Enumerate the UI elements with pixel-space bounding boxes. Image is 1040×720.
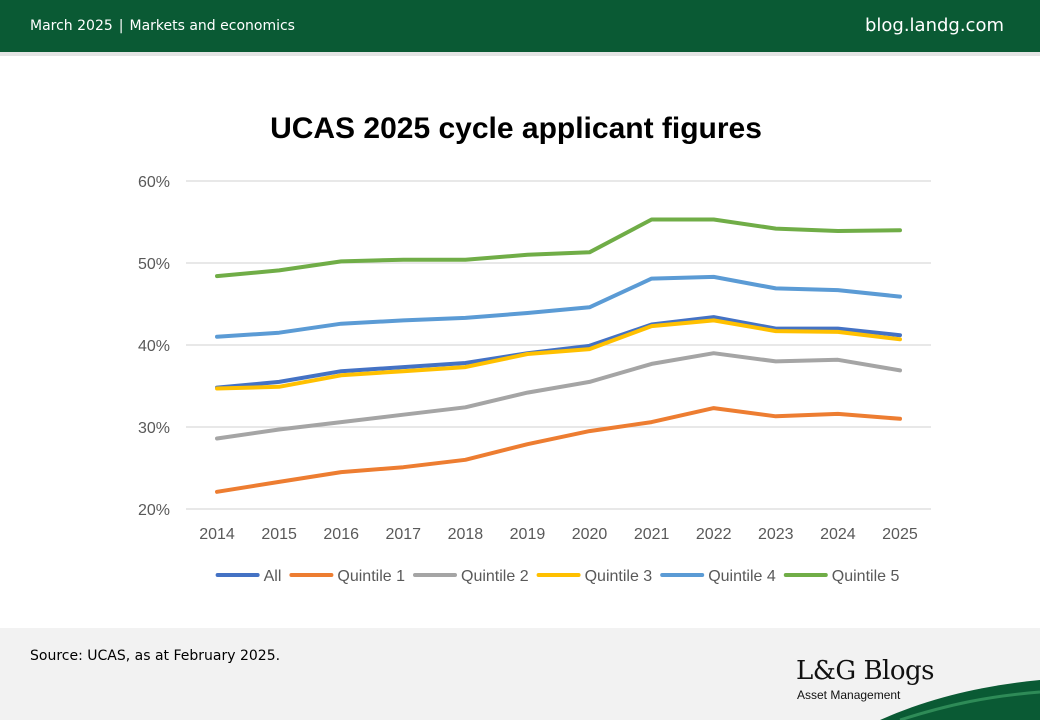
brand-swoosh-icon: [880, 680, 1040, 720]
legend-label: Quintile 2: [461, 568, 529, 585]
series-line: [215, 406, 902, 494]
header-breadcrumb: March 2025 | Markets and economics: [30, 18, 295, 34]
x-tick-label: 2018: [448, 526, 484, 543]
header-date: March 2025: [30, 18, 113, 34]
y-tick-label: 60%: [138, 174, 170, 191]
chart-title: UCAS 2025 cycle applicant figures: [270, 112, 762, 145]
legend-label: Quintile 1: [337, 568, 405, 585]
x-tick-label: 2024: [820, 526, 856, 543]
header-separator: |: [118, 18, 124, 34]
y-tick-label: 30%: [138, 420, 170, 437]
header-category-link[interactable]: Markets and economics: [129, 18, 295, 34]
series-line: [215, 318, 902, 391]
legend-label: Quintile 4: [708, 568, 776, 585]
legend-label: All: [264, 568, 282, 585]
x-tick-label: 2014: [199, 526, 235, 543]
x-tick-label: 2022: [696, 526, 732, 543]
x-tick-label: 2020: [572, 526, 608, 543]
series-line: [215, 217, 902, 279]
y-tick-label: 50%: [138, 256, 170, 273]
source-note: Source: UCAS, as at February 2025.: [30, 648, 281, 664]
x-tick-label: 2016: [323, 526, 359, 543]
x-tick-label: 2023: [758, 526, 794, 543]
y-tick-label: 40%: [138, 338, 170, 355]
series-line: [215, 351, 902, 441]
x-tick-label: 2015: [261, 526, 297, 543]
header-divider: [0, 52, 1040, 56]
brand-logo: L&G Blogs: [796, 656, 935, 686]
line-chart: 20% 30% 40% 50% 60% 2014 2015 2016 2017 2018 2019 2…: [138, 174, 931, 585]
series-line: [215, 315, 902, 390]
x-tick-label: 2025: [882, 526, 918, 543]
x-tick-label: 2019: [510, 526, 546, 543]
site-link[interactable]: blog.landg.com: [864, 15, 1004, 36]
legend-label: Quintile 3: [585, 568, 653, 585]
footer: Source: UCAS, as at February 2025. L&G B…: [0, 628, 1040, 720]
header-bar: March 2025 | Markets and economics blog.la…: [0, 0, 1040, 52]
y-tick-label: 20%: [138, 502, 170, 519]
x-tick-label: 2017: [385, 526, 421, 543]
legend-label: Quintile 5: [832, 568, 900, 585]
brand-subtitle: Asset Management: [797, 688, 901, 702]
x-tick-label: 2021: [634, 526, 670, 543]
series-line: [215, 274, 902, 339]
